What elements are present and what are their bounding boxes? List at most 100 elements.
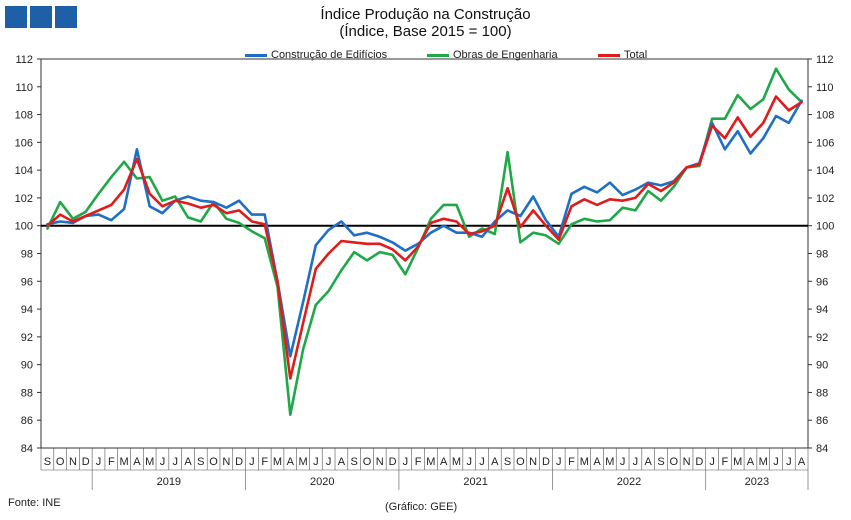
- y-tick-label-left: 94: [21, 304, 33, 316]
- x-month-label: M: [580, 456, 589, 468]
- legend-item-engenharia: Obras de Engenharia: [427, 49, 558, 61]
- legend-swatch-edificios: [245, 53, 267, 57]
- x-month-label: M: [759, 456, 768, 468]
- y-tick-label-left: 86: [21, 415, 33, 427]
- legend-label-edificios: Construção de Edifícios: [271, 49, 388, 61]
- x-month-label: A: [440, 456, 448, 468]
- x-month-label: J: [249, 456, 255, 468]
- chart-title-block: Índice Produção na Construção (Índice, B…: [0, 6, 851, 40]
- x-month-label: M: [733, 456, 742, 468]
- y-tick-label-right: 88: [816, 387, 828, 399]
- legend-item-edificios: Construção de Edifícios: [245, 49, 387, 61]
- y-tick-label-left: 98: [21, 249, 33, 261]
- year-label-2019: 2019: [157, 476, 181, 488]
- x-month-label: F: [261, 456, 268, 468]
- x-month-label: D: [389, 456, 397, 468]
- x-month-label: M: [120, 456, 129, 468]
- year-label-2023: 2023: [745, 476, 769, 488]
- logo-square-1: [5, 6, 27, 28]
- x-month-label: J: [786, 456, 792, 468]
- x-month-label: O: [209, 456, 218, 468]
- series-line-edificios: [46, 99, 803, 358]
- y-tick-label-right: 90: [816, 360, 828, 372]
- x-month-label: A: [133, 456, 141, 468]
- x-month-label: A: [491, 456, 499, 468]
- x-month-label: J: [556, 456, 562, 468]
- series-line-total: [46, 95, 803, 380]
- x-month-label: N: [222, 456, 230, 468]
- y-tick-label-right: 94: [816, 304, 828, 316]
- y-tick-label-left: 88: [21, 387, 33, 399]
- y-tick-label-right: 108: [816, 110, 834, 122]
- x-month-label: N: [69, 456, 77, 468]
- x-month-label: J: [403, 456, 409, 468]
- y-tick-label-right: 98: [816, 249, 828, 261]
- x-month-label: F: [108, 456, 115, 468]
- plot-area-frame: [40, 58, 809, 449]
- x-month-label: N: [529, 456, 537, 468]
- y-tick-label-left: 90: [21, 360, 33, 372]
- x-month-label: J: [160, 456, 166, 468]
- x-month-label: J: [326, 456, 332, 468]
- logo-square-2: [30, 6, 52, 28]
- x-month-label: S: [44, 456, 51, 468]
- chart-title: Índice Produção na Construção: [320, 6, 531, 23]
- y-tick-label-right: 104: [816, 165, 834, 177]
- x-month-label: J: [633, 456, 639, 468]
- x-month-label: O: [669, 456, 678, 468]
- y-tick-label-right: 106: [816, 137, 834, 149]
- x-month-label: J: [773, 456, 779, 468]
- y-tick-label-left: 96: [21, 276, 33, 288]
- x-month-label: J: [479, 456, 485, 468]
- year-label-2022: 2022: [617, 476, 641, 488]
- series-line-engenharia: [46, 67, 803, 417]
- y-tick-label-left: 102: [15, 193, 33, 205]
- credit-note: (Gráfico: GEE): [385, 501, 458, 513]
- chart-legend: Construção de Edifícios Obras de Engenha…: [0, 49, 851, 65]
- x-month-label: D: [235, 456, 243, 468]
- x-month-label: M: [426, 456, 435, 468]
- x-month-label: J: [96, 456, 102, 468]
- x-month-label: M: [605, 456, 614, 468]
- x-month-label: J: [313, 456, 319, 468]
- x-month-label: A: [287, 456, 295, 468]
- x-month-label: O: [516, 456, 525, 468]
- x-month-label: A: [645, 456, 653, 468]
- x-month-label: O: [56, 456, 65, 468]
- x-month-label: F: [568, 456, 575, 468]
- x-month-label: A: [747, 456, 755, 468]
- x-month-label: M: [452, 456, 461, 468]
- y-tick-label-right: 84: [816, 443, 828, 455]
- y-tick-label-right: 112: [816, 54, 834, 66]
- legend-label-engenharia: Obras de Engenharia: [453, 49, 558, 61]
- y-tick-label-left: 106: [15, 137, 33, 149]
- x-month-label: M: [273, 456, 282, 468]
- x-month-label: O: [363, 456, 372, 468]
- legend-item-total: Total: [598, 49, 647, 61]
- x-month-label: S: [197, 456, 204, 468]
- x-month-label: A: [798, 456, 806, 468]
- x-month-label: J: [620, 456, 626, 468]
- y-tick-label-right: 102: [816, 193, 834, 205]
- x-month-label: F: [415, 456, 422, 468]
- x-month-label: M: [145, 456, 154, 468]
- x-month-label: A: [338, 456, 346, 468]
- y-tick-label-left: 108: [15, 110, 33, 122]
- x-month-label: N: [376, 456, 384, 468]
- year-label-2020: 2020: [310, 476, 334, 488]
- x-month-label: A: [184, 456, 192, 468]
- x-month-label: M: [298, 456, 307, 468]
- x-month-label: S: [657, 456, 664, 468]
- y-tick-label-right: 100: [816, 221, 834, 233]
- x-month-label: S: [504, 456, 511, 468]
- legend-swatch-engenharia: [427, 53, 449, 57]
- year-label-2021: 2021: [463, 476, 487, 488]
- y-tick-label-right: 110: [816, 82, 834, 94]
- y-tick-label-right: 96: [816, 276, 828, 288]
- logo-square-3: [55, 6, 77, 28]
- x-month-label: N: [683, 456, 691, 468]
- x-month-label: J: [709, 456, 715, 468]
- y-tick-label-left: 110: [15, 82, 33, 94]
